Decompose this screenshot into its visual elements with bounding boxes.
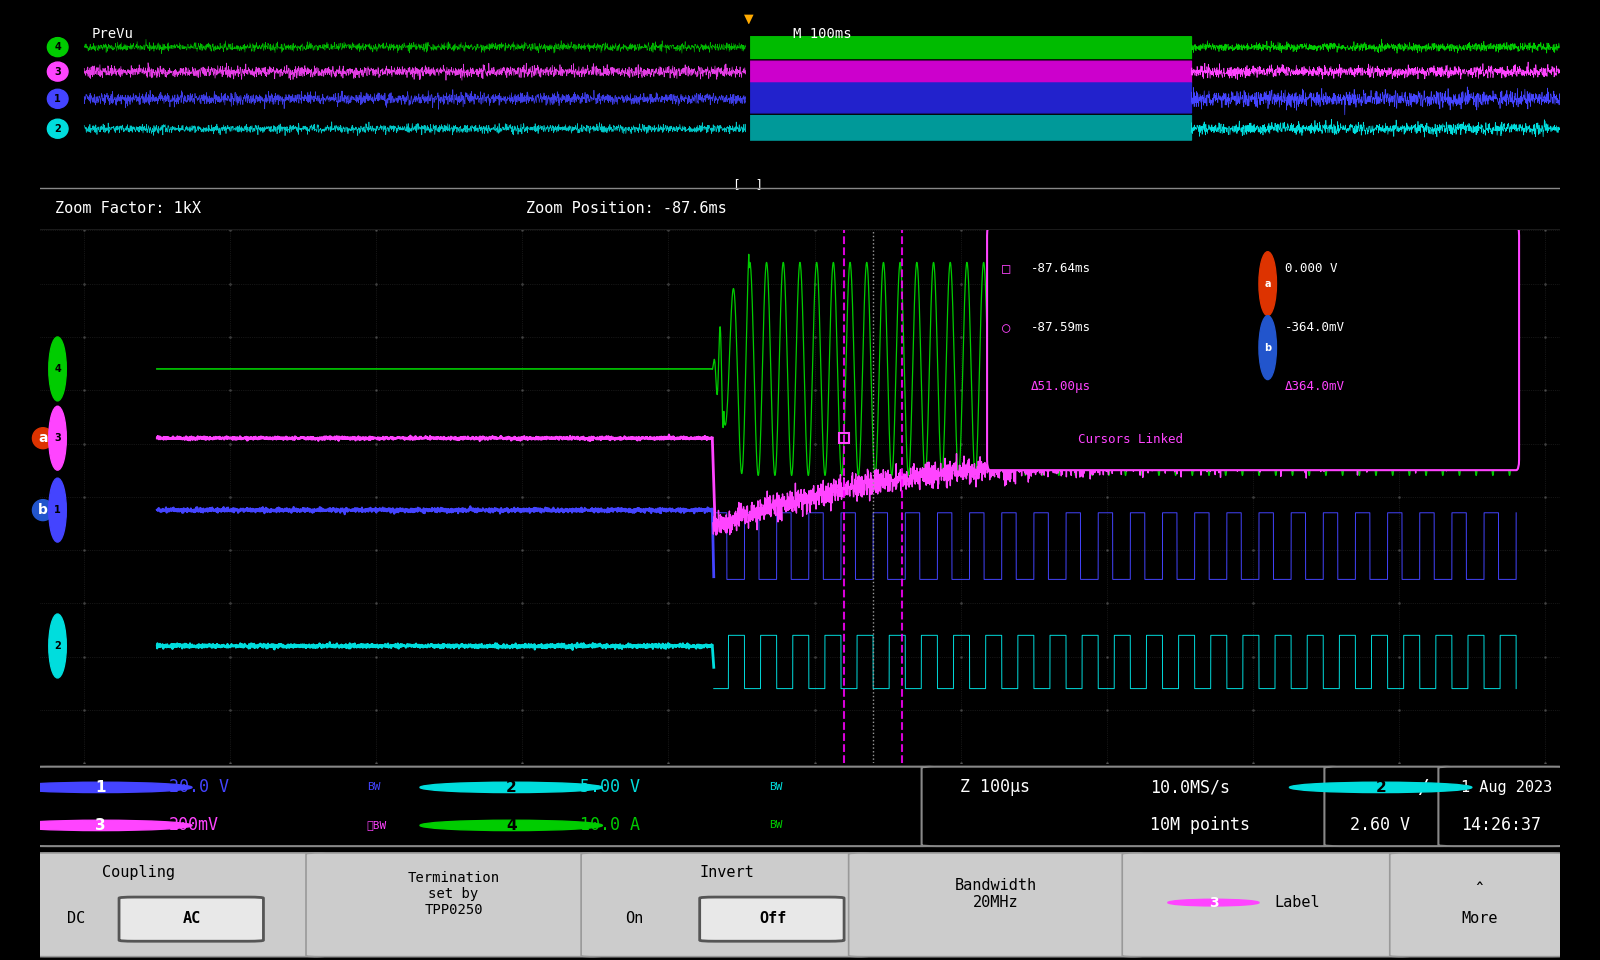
Text: Invert: Invert <box>699 865 755 880</box>
FancyBboxPatch shape <box>118 897 264 941</box>
Text: BW: BW <box>770 782 782 792</box>
Text: /: / <box>1418 778 1429 797</box>
Text: More: More <box>1461 910 1498 925</box>
Text: Label: Label <box>1274 895 1320 910</box>
FancyBboxPatch shape <box>581 852 870 957</box>
Text: 2: 2 <box>1376 780 1386 795</box>
Text: Termination
set by
TPP0250: Termination set by TPP0250 <box>408 871 499 917</box>
Text: 3: 3 <box>54 433 61 444</box>
Text: 2: 2 <box>54 641 61 651</box>
Circle shape <box>48 337 66 401</box>
Circle shape <box>10 782 192 793</box>
Text: Off: Off <box>758 910 786 925</box>
Circle shape <box>48 62 69 81</box>
Text: 2.60 V: 2.60 V <box>1350 816 1410 834</box>
Circle shape <box>48 89 69 108</box>
FancyBboxPatch shape <box>306 852 602 957</box>
Text: Z 100μs: Z 100μs <box>960 779 1030 797</box>
FancyBboxPatch shape <box>987 225 1518 470</box>
Text: Zoom Position: -87.6ms: Zoom Position: -87.6ms <box>526 202 726 216</box>
Circle shape <box>48 37 69 57</box>
Text: -87.64ms: -87.64ms <box>1030 262 1091 276</box>
Text: 0.000 V: 0.000 V <box>1285 262 1338 276</box>
Text: 1 Aug 2023: 1 Aug 2023 <box>1461 780 1552 795</box>
Circle shape <box>48 614 66 678</box>
Text: M 100ms: M 100ms <box>794 27 851 40</box>
Circle shape <box>419 820 602 830</box>
Text: Δ51.00μs: Δ51.00μs <box>1030 379 1091 393</box>
Text: Δ364.0mV: Δ364.0mV <box>1285 379 1346 393</box>
FancyBboxPatch shape <box>1325 767 1453 846</box>
Text: BW: BW <box>770 821 782 830</box>
FancyBboxPatch shape <box>922 767 1339 846</box>
Circle shape <box>48 119 69 138</box>
Circle shape <box>419 782 602 793</box>
Text: AC: AC <box>182 910 202 925</box>
FancyBboxPatch shape <box>1122 852 1411 957</box>
Text: 14:26:37: 14:26:37 <box>1461 816 1541 834</box>
Text: ○: ○ <box>1002 321 1010 335</box>
Text: -364.0mV: -364.0mV <box>1285 321 1346 334</box>
Text: DC: DC <box>67 910 86 925</box>
Text: 3: 3 <box>1208 896 1218 909</box>
Text: Cursors Linked: Cursors Linked <box>1078 433 1182 445</box>
Text: 4: 4 <box>506 818 517 833</box>
Circle shape <box>1290 782 1472 793</box>
Text: □: □ <box>1002 262 1010 276</box>
Text: On: On <box>626 910 643 925</box>
Text: 2: 2 <box>506 780 517 795</box>
Text: 20.0 V: 20.0 V <box>170 779 229 797</box>
Circle shape <box>48 406 66 470</box>
Text: ∿BW: ∿BW <box>366 821 387 830</box>
Circle shape <box>1168 900 1259 906</box>
Text: 2: 2 <box>54 124 61 133</box>
Text: 4: 4 <box>54 42 61 52</box>
Text: ▼: ▼ <box>744 12 754 25</box>
Text: PreVu: PreVu <box>91 27 133 40</box>
Text: -87.59ms: -87.59ms <box>1030 321 1091 334</box>
Text: Coupling: Coupling <box>102 865 176 880</box>
Text: 10M points: 10M points <box>1149 816 1250 834</box>
Circle shape <box>48 478 66 542</box>
FancyBboxPatch shape <box>1438 767 1568 846</box>
Text: a: a <box>1264 278 1270 289</box>
Text: 1: 1 <box>54 505 61 516</box>
Text: b: b <box>38 503 48 517</box>
Text: 4: 4 <box>54 364 61 374</box>
Circle shape <box>10 820 192 830</box>
Text: 5.00 V: 5.00 V <box>579 779 640 797</box>
Text: 10.0MS/s: 10.0MS/s <box>1149 779 1229 797</box>
Text: 200mV: 200mV <box>170 816 219 834</box>
Text: Zoom Factor: 1kX: Zoom Factor: 1kX <box>54 202 202 216</box>
Circle shape <box>1259 252 1277 316</box>
Text: 1: 1 <box>54 94 61 104</box>
Text: a: a <box>38 431 48 445</box>
FancyBboxPatch shape <box>32 767 938 846</box>
Text: 3: 3 <box>96 818 106 833</box>
FancyBboxPatch shape <box>1390 852 1568 957</box>
Text: b: b <box>1264 343 1272 352</box>
FancyBboxPatch shape <box>29 852 326 957</box>
Text: 1: 1 <box>96 780 106 795</box>
Text: 3: 3 <box>54 66 61 77</box>
Text: BW: BW <box>366 782 381 792</box>
FancyBboxPatch shape <box>699 897 845 941</box>
Text: ˆ: ˆ <box>1475 882 1485 901</box>
Text: 10.0 A: 10.0 A <box>579 816 640 834</box>
Circle shape <box>1259 316 1277 379</box>
Text: Bandwidth
20MHz: Bandwidth 20MHz <box>955 877 1037 910</box>
Text: [  ]: [ ] <box>733 178 763 191</box>
FancyBboxPatch shape <box>848 852 1144 957</box>
